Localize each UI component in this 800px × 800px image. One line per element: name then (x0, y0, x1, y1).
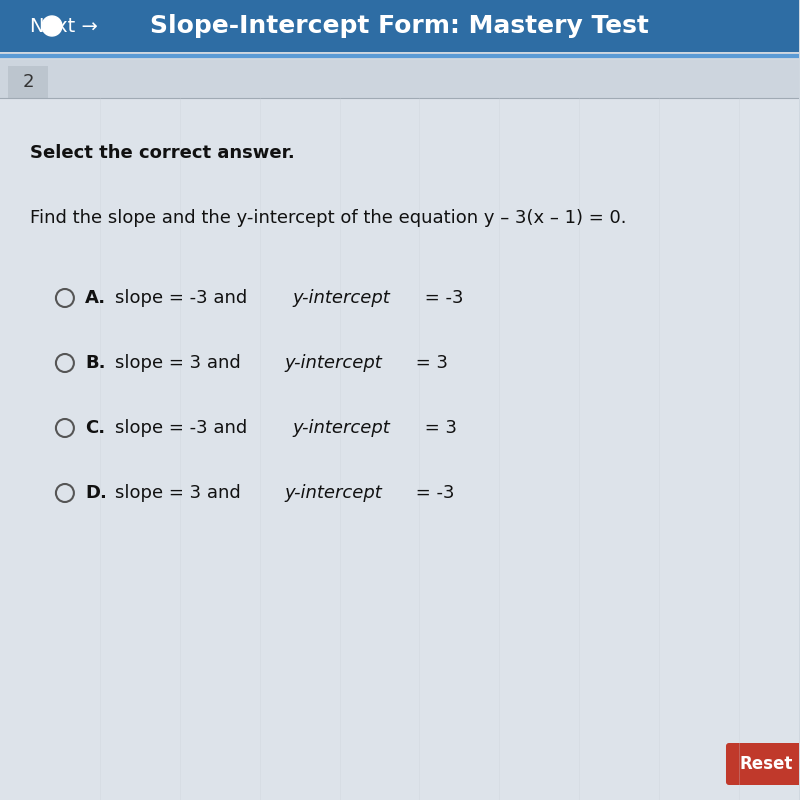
Text: = -3: = -3 (410, 484, 454, 502)
Text: = 3: = 3 (418, 419, 457, 437)
Text: Select the correct answer.: Select the correct answer. (30, 144, 294, 162)
FancyBboxPatch shape (726, 743, 800, 785)
Text: →: → (46, 19, 58, 33)
Text: C.: C. (85, 419, 105, 437)
Text: slope = -3 and: slope = -3 and (115, 289, 253, 307)
Text: Find the slope and the y-intercept of the equation y – 3(x – 1) = 0.: Find the slope and the y-intercept of th… (30, 209, 626, 227)
FancyBboxPatch shape (0, 60, 799, 800)
Text: = 3: = 3 (410, 354, 448, 372)
FancyBboxPatch shape (8, 66, 48, 98)
Text: Next →: Next → (30, 17, 98, 35)
Text: Reset: Reset (739, 755, 793, 773)
Text: y-intercept: y-intercept (293, 419, 390, 437)
Circle shape (42, 16, 62, 36)
Text: 2: 2 (22, 73, 34, 91)
Text: = -3: = -3 (418, 289, 463, 307)
Text: slope = 3 and: slope = 3 and (115, 354, 246, 372)
Text: A.: A. (85, 289, 106, 307)
Text: slope = 3 and: slope = 3 and (115, 484, 246, 502)
Text: D.: D. (85, 484, 106, 502)
Text: B.: B. (85, 354, 106, 372)
Text: Slope-Intercept Form: Mastery Test: Slope-Intercept Form: Mastery Test (150, 14, 649, 38)
FancyBboxPatch shape (0, 0, 799, 52)
Text: slope = -3 and: slope = -3 and (115, 419, 253, 437)
Text: y-intercept: y-intercept (284, 484, 382, 502)
FancyBboxPatch shape (0, 98, 799, 800)
Text: y-intercept: y-intercept (284, 354, 382, 372)
Text: y-intercept: y-intercept (293, 289, 390, 307)
